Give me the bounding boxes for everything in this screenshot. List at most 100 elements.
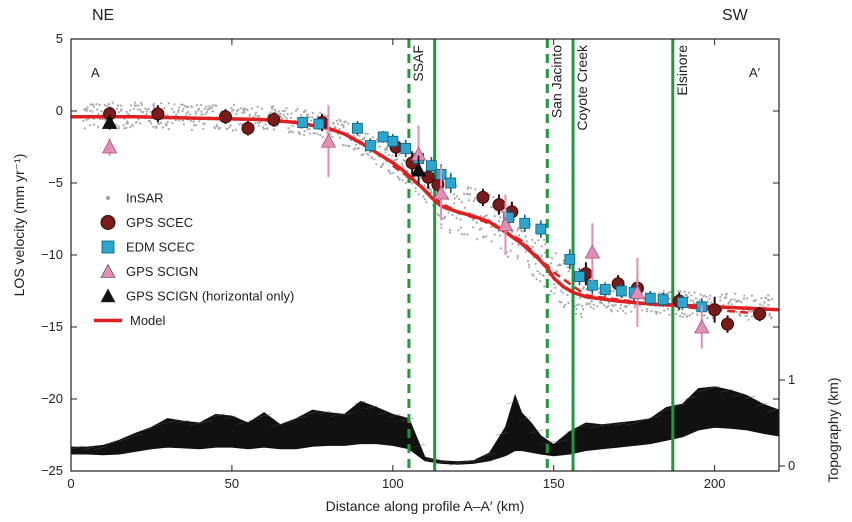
insar-point xyxy=(689,299,692,302)
insar-point xyxy=(586,302,589,305)
y-tick-label: −25 xyxy=(41,463,63,478)
insar-point xyxy=(126,121,129,125)
insar-point xyxy=(398,177,401,180)
legend-label: GPS SCEC xyxy=(126,215,193,230)
insar-point xyxy=(751,310,755,313)
gps-scign-marker xyxy=(497,216,514,232)
insar-point xyxy=(194,110,197,113)
insar-point xyxy=(248,113,251,116)
insar-point xyxy=(663,309,666,312)
insar-point xyxy=(117,104,120,107)
insar-point xyxy=(730,303,734,306)
topography-tick-label: 1 xyxy=(788,372,795,387)
insar-point xyxy=(479,215,483,218)
insar-point xyxy=(471,218,475,222)
insar-point xyxy=(563,303,566,307)
insar-point xyxy=(767,294,770,297)
insar-point xyxy=(117,127,120,130)
insar-point xyxy=(260,107,264,110)
insar-point xyxy=(342,126,345,129)
insar-point xyxy=(389,172,392,175)
insar-point xyxy=(234,128,237,131)
insar-point xyxy=(467,192,470,196)
edm-scec-marker xyxy=(387,135,399,147)
insar-point xyxy=(160,121,163,124)
insar-point xyxy=(735,310,739,313)
insar-point xyxy=(123,127,126,130)
insar-point xyxy=(283,109,287,112)
gps-scec-marker xyxy=(753,307,767,321)
insar-point xyxy=(588,302,592,305)
x-tick-label: 50 xyxy=(225,476,239,491)
insar-point xyxy=(532,274,535,277)
insar-point xyxy=(197,109,200,112)
insar-point xyxy=(683,290,686,293)
insar-point xyxy=(192,120,195,123)
insar-point xyxy=(493,233,496,236)
insar-point xyxy=(296,107,299,110)
insar-point xyxy=(745,297,749,300)
insar-point xyxy=(457,198,461,201)
edm-scec-marker xyxy=(564,253,576,265)
insar-point xyxy=(567,301,570,304)
insar-point xyxy=(543,238,546,241)
insar-point xyxy=(140,101,143,105)
insar-point xyxy=(566,293,569,297)
insar-point xyxy=(574,312,578,315)
insar-point xyxy=(417,193,420,196)
insar-point xyxy=(621,309,625,312)
insar-point xyxy=(92,105,96,108)
insar-point xyxy=(111,101,114,104)
insar-point xyxy=(373,158,376,161)
insar-point xyxy=(459,218,462,221)
insar-point xyxy=(150,122,153,125)
insar-point xyxy=(539,280,542,283)
insar-point xyxy=(367,154,370,157)
insar-point xyxy=(770,316,773,319)
gps-scec-marker xyxy=(241,121,255,135)
insar-point xyxy=(342,124,345,127)
edm-scec-marker xyxy=(445,177,457,189)
x-tick-label: 100 xyxy=(382,476,404,491)
insar-point xyxy=(467,185,470,188)
insar-point xyxy=(130,104,133,107)
insar-point xyxy=(358,134,361,137)
insar-point xyxy=(256,121,259,125)
insar-point xyxy=(250,107,253,110)
insar-point xyxy=(498,234,502,237)
insar-point xyxy=(725,296,728,299)
insar-point xyxy=(129,126,132,129)
insar-point xyxy=(316,132,319,135)
insar-point xyxy=(391,154,394,157)
insar-point xyxy=(334,126,337,130)
insar-point xyxy=(230,107,233,110)
insar-point xyxy=(181,119,184,122)
insar-point xyxy=(730,298,733,301)
insar-point xyxy=(387,153,390,156)
edm-scec-marker xyxy=(313,118,325,130)
insar-point xyxy=(550,290,553,293)
insar-point xyxy=(238,123,241,126)
insar-point xyxy=(531,238,534,241)
insar-point xyxy=(754,299,757,302)
insar-point xyxy=(534,262,537,265)
insar-point xyxy=(554,286,557,289)
insar-point xyxy=(216,125,219,128)
insar-point xyxy=(560,301,563,304)
insar-point xyxy=(485,235,488,238)
insar-point xyxy=(562,262,565,265)
insar-point xyxy=(423,198,426,201)
insar-point xyxy=(524,250,527,253)
insar-point xyxy=(362,153,365,156)
insar-point xyxy=(182,123,185,126)
insar-point xyxy=(490,206,493,209)
legend-entry: Model xyxy=(94,313,166,328)
insar-point xyxy=(291,130,294,134)
insar-point xyxy=(375,141,378,144)
gps-scec-marker xyxy=(721,317,735,331)
legend-label: GPS SCIGN xyxy=(126,264,198,279)
insar-point xyxy=(344,144,347,147)
insar-point xyxy=(443,215,446,219)
insar-point xyxy=(542,274,545,277)
